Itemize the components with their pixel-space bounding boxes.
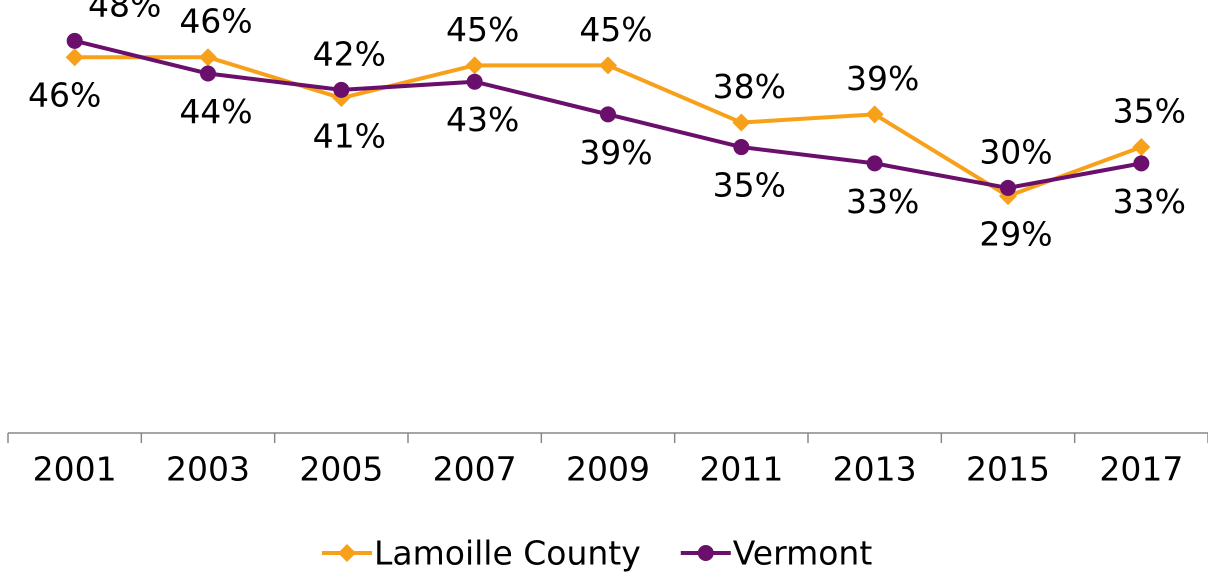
marker [333,81,350,98]
data-label: 43% [446,100,519,139]
marker [865,105,884,124]
x-tick-label: 2005 [299,450,383,489]
marker [65,48,84,67]
x-tick-label: 2003 [166,450,250,489]
data-label: 45% [446,10,519,49]
marker [1132,138,1151,157]
marker [1133,155,1150,172]
marker [866,155,883,172]
marker [199,48,217,67]
x-tick-label: 2009 [566,450,650,489]
x-tick-label: 2011 [699,450,783,489]
marker [600,106,616,123]
data-label: 39% [846,59,919,98]
data-label: 46% [179,2,252,41]
data-label: 35% [713,166,786,205]
data-label: 30% [979,132,1052,171]
legend-marker [697,545,714,561]
marker [66,32,83,49]
x-tick-label: 2007 [433,450,517,489]
legend-marker [338,544,356,562]
data-label: 42% [313,34,386,73]
legend-label: Lamoille County [374,534,641,573]
legend-label: Vermont [733,534,873,573]
marker [466,73,483,90]
marker [732,113,751,132]
marker [200,65,216,82]
marker [599,56,617,75]
x-tick-label: 2013 [833,450,917,489]
marker [465,56,484,75]
data-label: 45% [579,10,652,49]
data-label: 48% [88,0,161,24]
marker [733,139,750,156]
marker [1000,179,1016,196]
x-tick-label: 2001 [33,450,117,489]
data-label: 29% [979,215,1052,254]
x-tick-label: 2015 [966,450,1050,489]
data-label: 35% [1113,92,1186,131]
data-label: 39% [579,133,652,172]
data-label: 33% [846,182,919,221]
data-label: 44% [179,92,252,131]
x-tick-label: 2017 [1099,450,1183,489]
data-label: 46% [28,76,101,115]
data-label: 33% [1113,182,1186,221]
data-label: 38% [713,67,786,106]
data-label: 41% [313,117,386,156]
